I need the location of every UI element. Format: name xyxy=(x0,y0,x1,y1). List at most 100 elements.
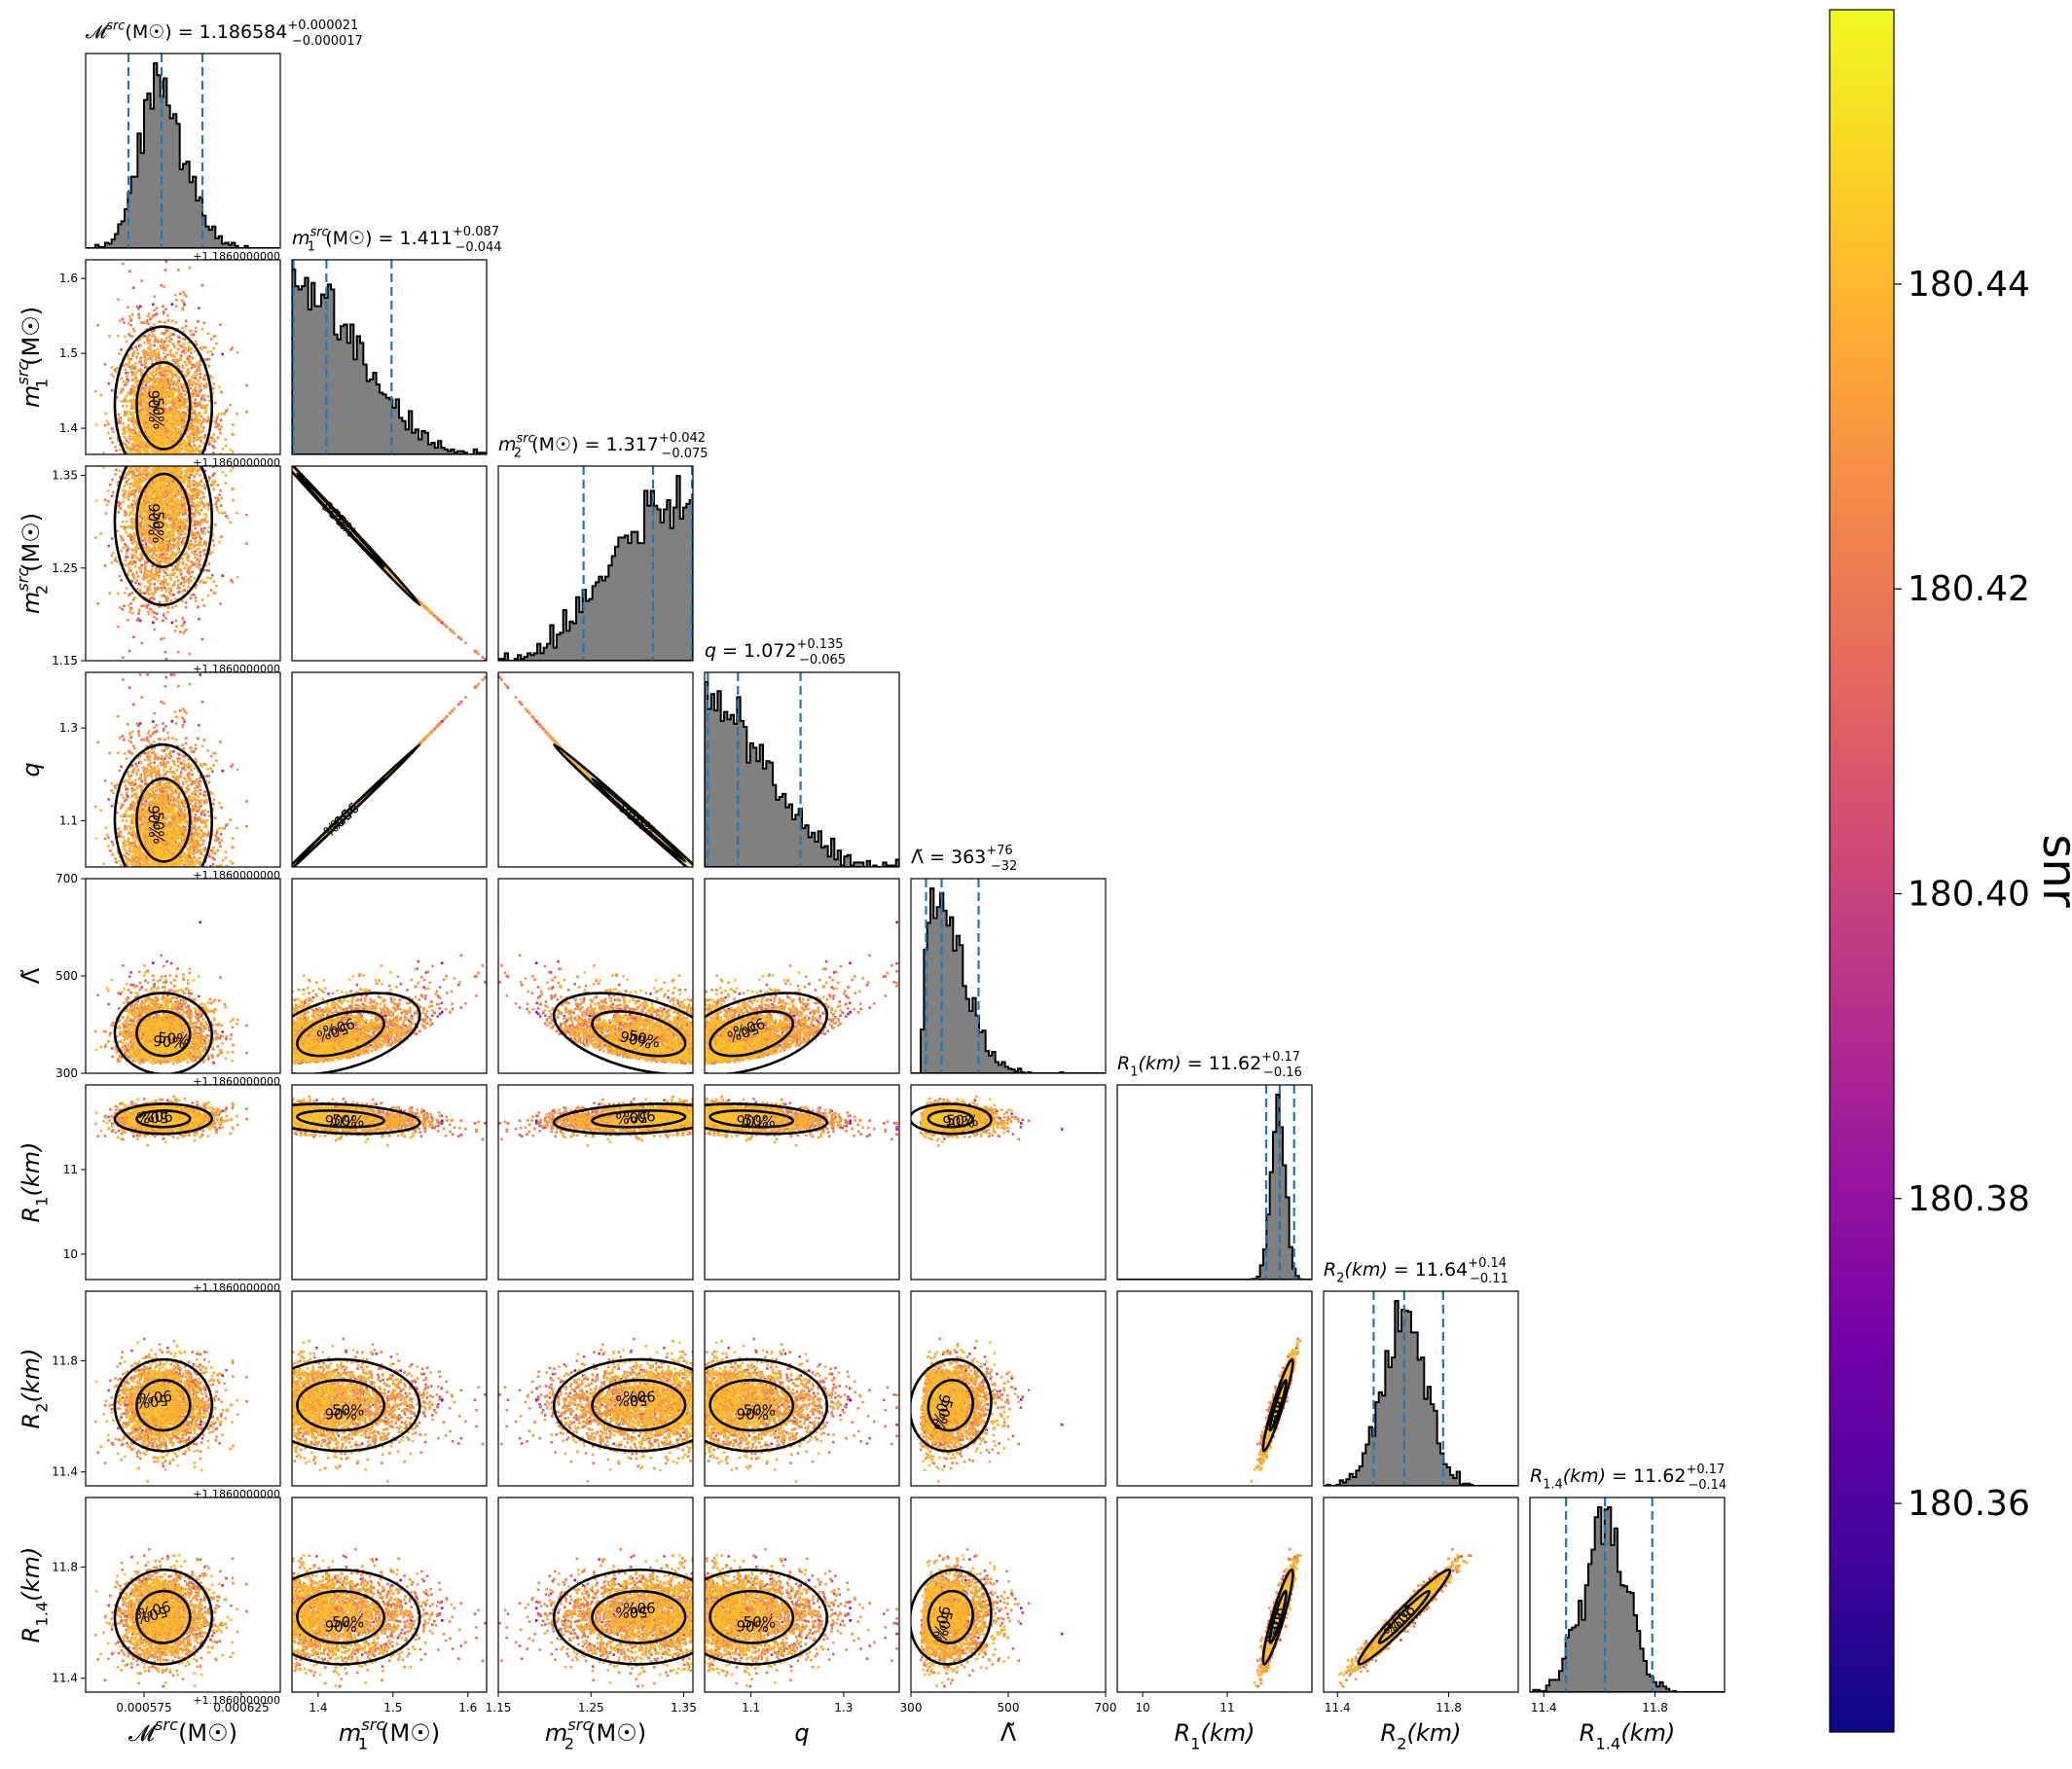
sample-point xyxy=(106,420,109,423)
sample-point xyxy=(198,382,200,385)
sample-point xyxy=(177,551,180,554)
sample-point xyxy=(166,611,169,614)
sample-point xyxy=(210,338,213,341)
sample-point xyxy=(133,596,136,599)
sample-point xyxy=(161,595,164,597)
title-plus-error: +0.000021 xyxy=(287,18,358,33)
sample-point xyxy=(206,577,209,580)
sample-point xyxy=(210,350,213,353)
sample-point xyxy=(167,421,170,424)
sample-point xyxy=(148,613,151,616)
sample-point xyxy=(114,446,117,449)
sample-point xyxy=(124,527,127,530)
sample-point xyxy=(140,642,143,645)
sample-point xyxy=(202,503,205,506)
sample-point xyxy=(174,417,177,420)
sample-point xyxy=(133,486,136,488)
sample-point xyxy=(208,365,211,368)
sample-point xyxy=(194,394,197,397)
sample-point xyxy=(214,592,217,595)
y-tick-label: 1.6 xyxy=(59,271,78,285)
sample-point xyxy=(112,491,115,494)
sample-point xyxy=(164,344,166,347)
sample-point xyxy=(179,631,182,633)
sample-point xyxy=(122,263,125,266)
sample-point xyxy=(177,651,180,654)
sample-point xyxy=(214,480,217,483)
sample-point xyxy=(197,488,200,491)
sample-point xyxy=(152,622,155,625)
sample-point xyxy=(175,431,178,434)
sample-point xyxy=(175,490,178,493)
sample-point xyxy=(128,566,131,569)
sample-point xyxy=(169,436,172,439)
sample-point xyxy=(195,330,198,333)
sample-point xyxy=(182,291,185,294)
sample-point xyxy=(182,510,185,513)
sample-point xyxy=(164,348,167,351)
sample-point xyxy=(231,433,234,436)
sample-point xyxy=(165,596,168,598)
sample-point xyxy=(181,525,184,528)
sample-point xyxy=(218,493,221,496)
sample-point xyxy=(222,471,225,474)
sample-point xyxy=(146,462,149,465)
sample-point xyxy=(138,315,141,318)
sample-point xyxy=(112,376,115,379)
sample-point xyxy=(196,402,199,405)
sample-point xyxy=(145,462,148,465)
sample-point xyxy=(148,580,151,583)
sample-point xyxy=(187,435,190,438)
sample-point xyxy=(173,583,176,586)
sample-point xyxy=(218,413,221,415)
sample-point xyxy=(164,560,167,563)
sample-point xyxy=(148,334,151,337)
sample-point xyxy=(176,406,179,409)
sample-point xyxy=(163,575,165,578)
sample-point xyxy=(194,577,197,580)
sample-point xyxy=(132,510,135,513)
sample-point xyxy=(160,583,163,586)
sample-point xyxy=(171,320,174,323)
sample-point xyxy=(208,526,211,529)
panel-content: 50%90% xyxy=(94,258,248,486)
sample-point xyxy=(136,588,139,591)
sample-point xyxy=(208,358,211,361)
sample-point xyxy=(164,589,167,592)
sample-point xyxy=(149,339,152,342)
sample-point xyxy=(195,541,198,544)
sample-point xyxy=(183,343,186,345)
sample-point xyxy=(146,490,149,493)
sample-point xyxy=(172,396,175,399)
sample-point xyxy=(156,548,159,551)
sample-point xyxy=(166,574,169,577)
sample-point xyxy=(170,396,173,399)
sample-point xyxy=(124,411,127,414)
sample-point xyxy=(116,367,119,370)
sample-point xyxy=(220,419,223,422)
sample-point xyxy=(185,364,188,367)
sample-point xyxy=(175,440,178,443)
sample-point xyxy=(116,396,119,399)
sample-point xyxy=(178,402,181,405)
sample-point xyxy=(169,406,172,409)
sample-point xyxy=(147,428,150,431)
sample-point xyxy=(143,577,146,580)
sample-point xyxy=(111,494,114,497)
sample-point xyxy=(169,463,172,466)
sample-point xyxy=(215,343,218,345)
sample-point xyxy=(196,435,199,438)
sample-point xyxy=(198,379,200,382)
sample-point xyxy=(185,601,188,604)
sample-point xyxy=(163,370,165,373)
sample-point xyxy=(146,319,149,322)
sample-point xyxy=(128,431,131,434)
sample-point xyxy=(167,550,170,553)
sample-point xyxy=(171,390,174,393)
sample-point xyxy=(150,373,153,376)
sample-point xyxy=(133,575,136,578)
sample-point xyxy=(159,442,162,445)
sample-point xyxy=(125,369,127,372)
panel-content: 50%90% xyxy=(94,435,248,663)
